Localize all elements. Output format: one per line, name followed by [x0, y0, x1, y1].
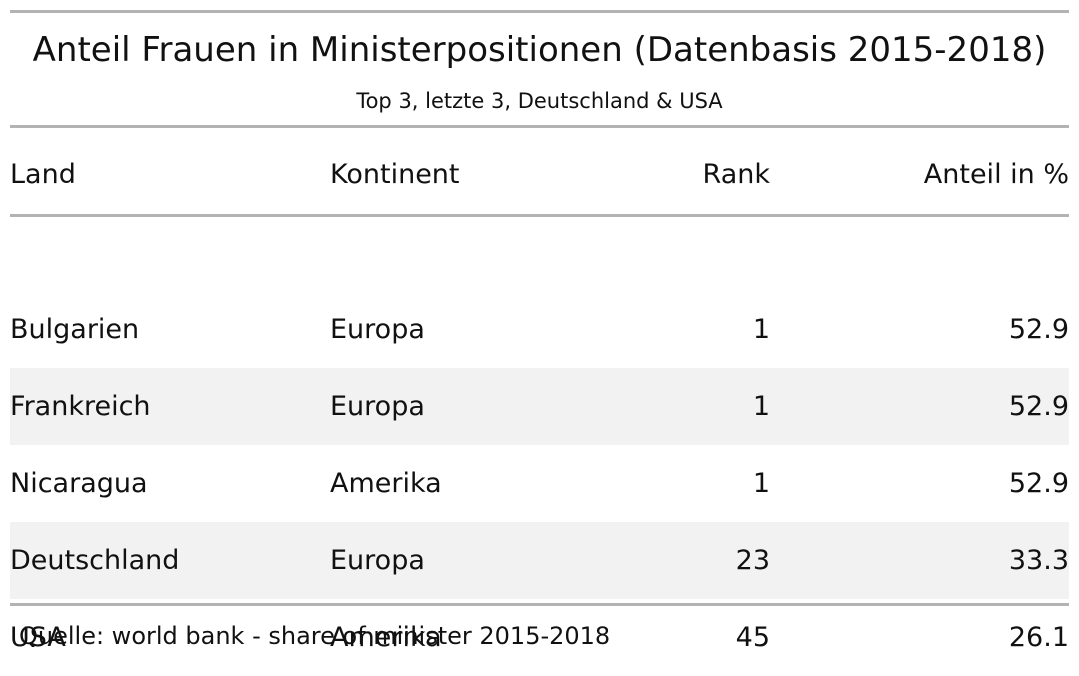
column-header-land: Land [10, 158, 76, 190]
column-header-rank: Rank [702, 158, 770, 190]
table-row: Frankreich Europa 1 52.9 [10, 368, 1069, 445]
cell-rank: 1 [610, 368, 770, 445]
cell-land: Bulgarien [10, 314, 140, 345]
cell-land: Frankreich [10, 368, 330, 445]
cell-kontinent: Europa [330, 522, 610, 599]
cell-land: Nicaragua [10, 468, 148, 499]
source-note: Quelle: world bank - share of minister 2… [19, 622, 611, 650]
cell-anteil: 33.3 [770, 522, 1069, 599]
table-row: Nicaragua Amerika 1 52.9 [10, 445, 1069, 522]
bottom-rule [10, 603, 1069, 606]
cell-kontinent: Europa [330, 314, 425, 345]
cell-land: Deutschland [10, 522, 330, 599]
cell-anteil: 52.9 [770, 368, 1069, 445]
cell-rank: 45 [735, 622, 770, 653]
column-header-kontinent: Kontinent [330, 158, 460, 190]
chart-title: Anteil Frauen in Ministerpositionen (Dat… [32, 30, 1047, 70]
header-rule [10, 214, 1069, 217]
cell-anteil: 26.1 [1008, 622, 1069, 653]
cell-rank: 1 [752, 314, 770, 345]
cell-rank: 1 [752, 468, 770, 499]
table-row: USA Amerika 45 26.1 [10, 599, 1069, 676]
header-gap [10, 214, 1069, 291]
table-row: Bulgarien Europa 1 52.9 [10, 291, 1069, 368]
cell-kontinent: Amerika [330, 622, 442, 653]
header-row: Land Kontinent Rank Anteil in % [10, 134, 1069, 214]
chart-subtitle: Top 3, letzte 3, Deutschland & USA [356, 89, 723, 113]
table-row: Deutschland Europa 23 33.3 [10, 522, 1069, 599]
cell-anteil: 52.9 [1008, 468, 1069, 499]
data-table: Land Kontinent Rank Anteil in % Bulgarie… [10, 134, 1069, 676]
title-rule [10, 125, 1069, 128]
cell-land: USA [10, 622, 66, 653]
cell-anteil: 52.9 [1008, 314, 1069, 345]
cell-kontinent: Amerika [330, 468, 442, 499]
cell-kontinent: Europa [330, 368, 610, 445]
cell-rank: 23 [610, 522, 770, 599]
top-rule [10, 10, 1069, 13]
column-header-anteil: Anteil in % [923, 158, 1069, 190]
